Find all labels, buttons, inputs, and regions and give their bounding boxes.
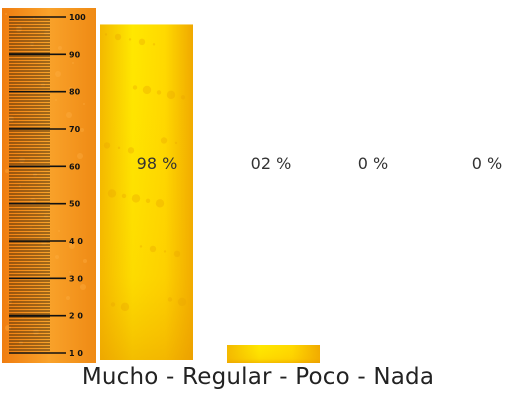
ruler-texture [69,271,71,273]
bar-texture [142,85,152,95]
ruler-texture [77,153,83,159]
bar-texture [145,198,151,204]
ruler-tick-label: 1 0 [69,349,83,358]
bar-texture [152,43,156,46]
bar-texture [177,297,187,307]
ruler-texture [58,46,62,50]
ruler-texture [69,87,73,91]
ruler-texture [47,189,49,191]
ruler-tick-label: 80 [69,88,81,97]
ruler-texture [83,103,85,105]
data-label-regular: 02 % [251,154,292,173]
data-labels: 98 % 02 % 0 % 0 % [137,154,503,173]
ruler-texture [66,296,70,300]
ruler-body [2,8,96,363]
ruler-tick-label: 60 [69,162,81,171]
bar-texture [120,302,130,312]
ruler-tick-label: 100 [69,13,86,22]
data-label-nada: 0 % [472,154,502,173]
ruler-tick-label: 90 [69,50,81,59]
ruler-texture [69,243,75,249]
ruler: 100 90 80 70 60 50 4 0 3 0 2 0 1 0 [2,8,96,363]
ruler-texture [5,325,11,331]
ruler-tick-label: 2 0 [69,312,83,321]
ruler-texture [44,30,50,36]
bar-texture [139,245,143,248]
ruler-texture [30,198,36,204]
bar-texture [160,137,168,144]
ruler-tick-label: 3 0 [69,274,83,283]
ruler-texture [80,128,84,132]
bar-texture [163,250,167,253]
bar-texture [174,141,178,145]
bar-texture [149,245,157,253]
ruler-texture [8,144,10,146]
bar-texture [103,142,111,149]
bar-texture [121,193,127,199]
bar-shade [227,345,320,363]
ruler-texture [5,169,9,173]
ruler-texture [72,62,74,64]
bar-texture [110,302,116,307]
bar-texture [107,189,117,198]
bars [100,24,320,363]
ruler-texture [19,185,21,187]
bar-texture [155,199,165,208]
ruler-texture [55,99,57,101]
bar-texture [173,250,181,258]
bar-texture [167,297,173,302]
ruler-texture [58,230,60,232]
bar-texture [127,147,135,154]
ruler-tick-label: 70 [69,125,81,134]
chart-caption: Mucho - Regular - Poco - Nada [81,364,435,390]
bar-shade [100,24,193,360]
bar-texture [138,38,146,46]
ruler-texture [80,284,86,290]
ruler-texture [66,112,72,118]
ruler-texture [19,157,25,163]
data-label-mucho: 98 % [137,154,178,173]
bar-texture [114,33,122,41]
ruler-texture [83,259,87,263]
ruler-texture [55,255,59,259]
ruler-texture [5,13,7,15]
data-label-poco: 0 % [358,154,388,173]
bar-texture [128,38,132,41]
bar-texture [180,95,186,100]
ruler-tick-label: 4 0 [69,237,83,246]
ruler-texture [80,312,82,314]
bar-texture [156,90,162,95]
bar-texture [117,146,121,150]
bar-texture [131,194,141,203]
bar-texture [104,33,108,36]
bar-texture [166,90,176,100]
ruler-texture [55,71,61,77]
ruler-tick-label: 50 [69,200,81,209]
bar-texture [132,85,138,90]
